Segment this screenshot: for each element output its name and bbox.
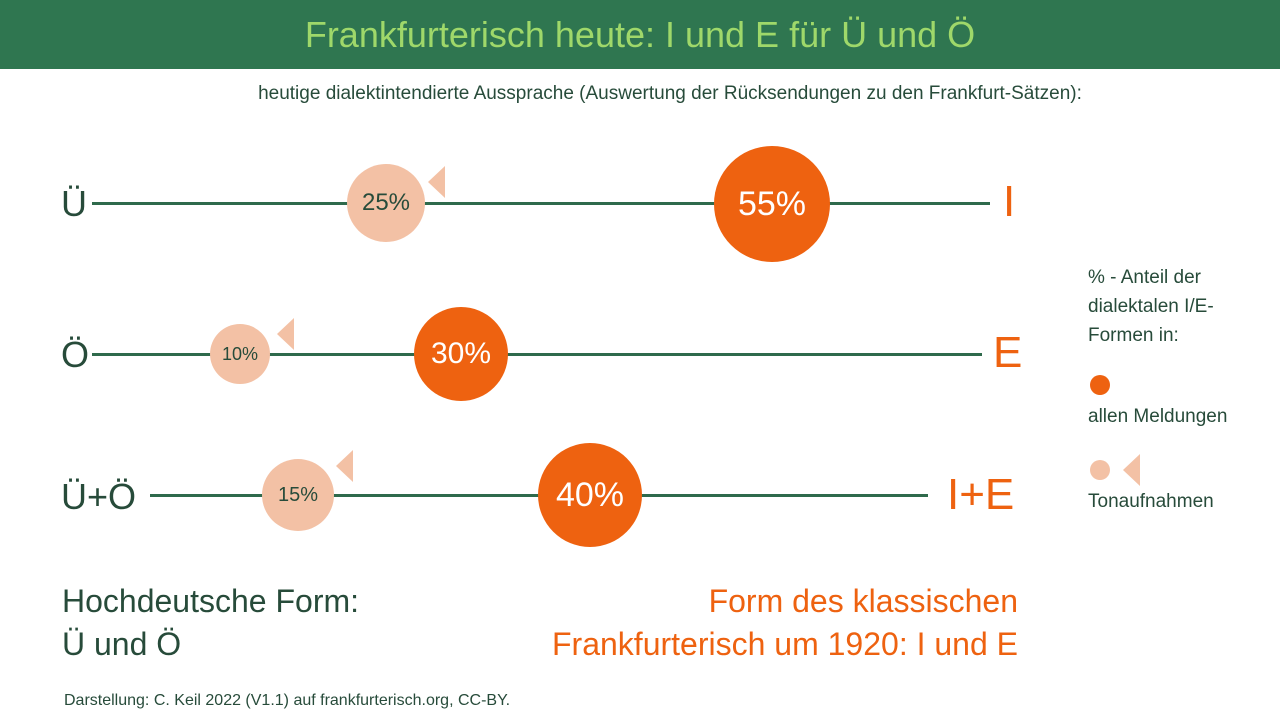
legend-all-dot-icon	[1090, 375, 1110, 395]
row-2-all-bubble: 30%	[414, 307, 508, 401]
row-1-to-label: I	[1003, 177, 1016, 226]
row-1-all-bubble: 55%	[714, 146, 830, 262]
row-2-to-label: E	[993, 328, 1023, 377]
credit-text: Darstellung: C. Keil 2022 (V1.1) auf fra…	[64, 692, 511, 709]
legend-audio-dot-icon	[1090, 460, 1110, 480]
row-1-line	[92, 202, 990, 205]
standard-form-line-2: Ü und Ö	[62, 626, 182, 662]
standard-form-caption: Hochdeutsche Form: Ü und Ö	[62, 580, 359, 666]
subtitle: heutige dialektintendierte Aussprache (A…	[258, 83, 1082, 104]
row-3-all-value: 40%	[555, 475, 625, 514]
row-3-speaker-icon	[336, 450, 353, 482]
legend-heading: % - Anteil der dialektalen I/E-Formen in…	[1088, 267, 1214, 346]
row-3-audio-value: 15%	[277, 483, 319, 506]
row-1-audio-bubble: 25%	[347, 164, 425, 242]
row-3-all-bubble: 40%	[538, 443, 642, 547]
row-1-from-label: Ü	[61, 183, 87, 224]
row-2-line	[92, 353, 982, 356]
row-3-audio-bubble: 15%	[262, 459, 334, 531]
classic-form-caption: Form des klassischen Frankfurterisch um …	[552, 580, 1018, 666]
row-2-all-value: 30%	[430, 337, 492, 370]
page-title: Frankfurterisch heute: I und E für Ü und…	[304, 14, 976, 55]
row-1-speaker-icon	[428, 166, 445, 198]
row-3-from-label: Ü+Ö	[61, 476, 137, 517]
row-1-audio-value: 25%	[361, 189, 411, 216]
row-2-speaker-icon	[277, 318, 294, 350]
classic-form-line-2: Frankfurterisch um 1920: I und E	[552, 626, 1018, 662]
row-3-to-label: I+E	[947, 470, 1015, 519]
row-2-audio-value: 10%	[221, 343, 259, 364]
row-2-from-label: Ö	[61, 334, 90, 375]
legend-audio-label: Tonaufnahmen	[1088, 491, 1214, 512]
legend-all-label: allen Meldungen	[1088, 406, 1228, 427]
legend-speaker-icon	[1123, 454, 1140, 486]
row-1-all-value: 55%	[737, 184, 807, 223]
title-bar	[0, 0, 1280, 69]
row-2-audio-bubble: 10%	[210, 324, 270, 384]
classic-form-line-1: Form des klassischen	[708, 583, 1018, 619]
standard-form-line-1: Hochdeutsche Form:	[62, 583, 360, 619]
